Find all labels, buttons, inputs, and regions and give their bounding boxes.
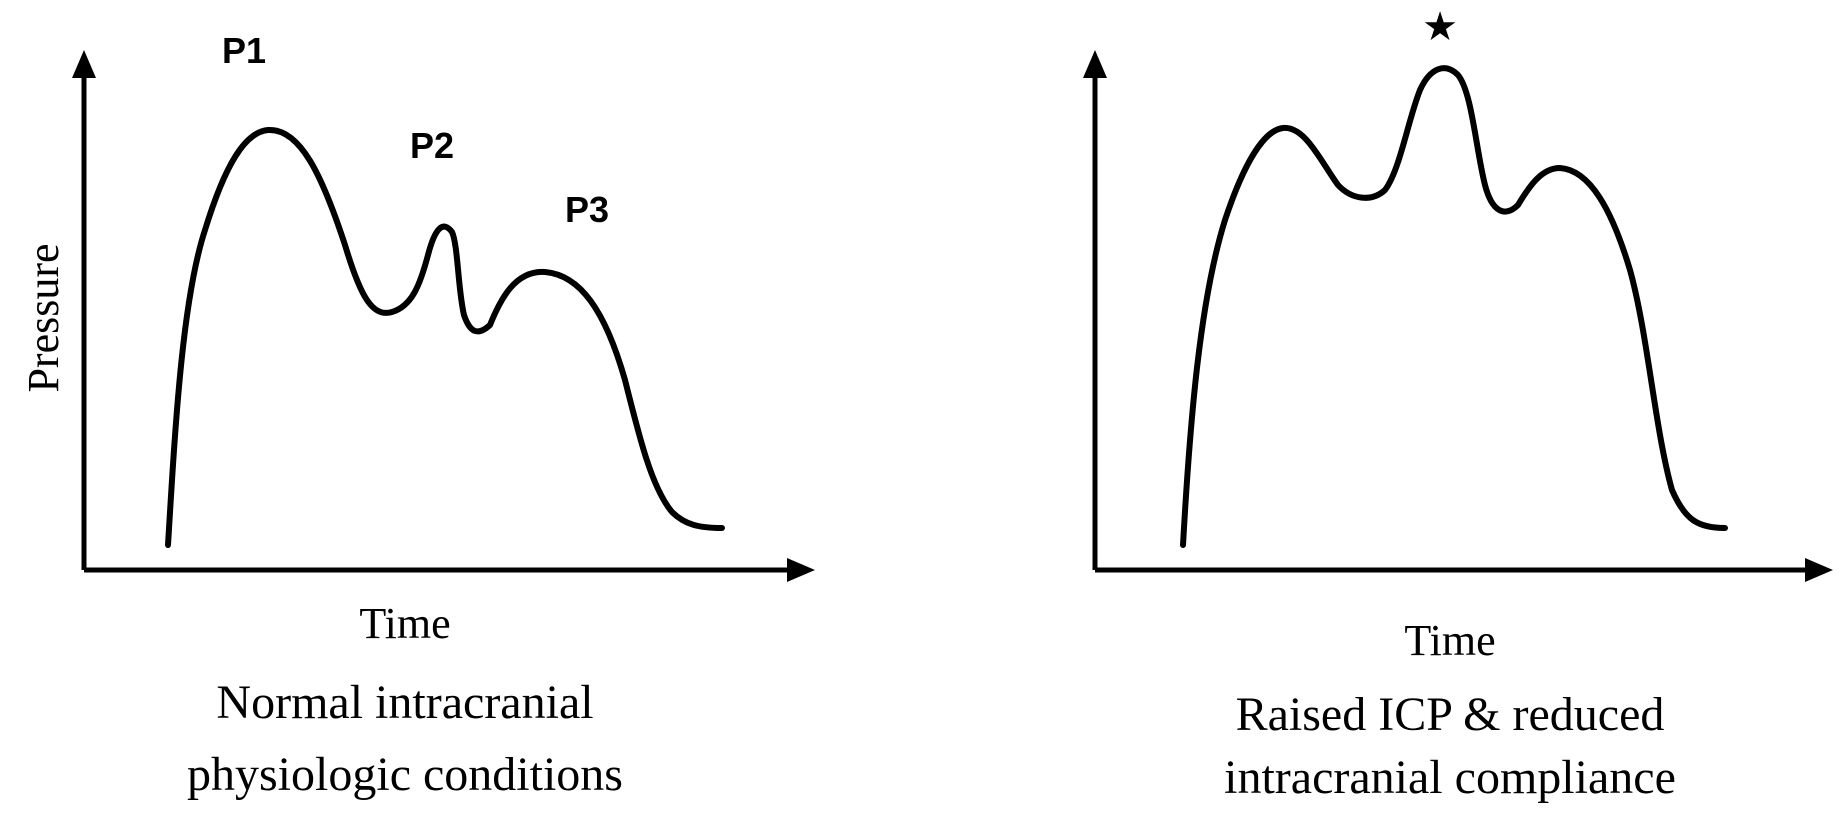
peak-label-p2: P2 [410,125,454,166]
left-y-axis-label: Pressure [19,243,68,392]
left-x-axis-arrow [787,558,815,582]
left-x-axis-label: Time [359,599,450,648]
raised-icp-waveform-panel: ★ Time Raised ICP & reduced intracranial… [1083,5,1833,804]
peak-label-p1: P1 [222,30,266,71]
right-x-axis-arrow [1805,558,1833,582]
right-x-axis-label: Time [1404,616,1495,665]
left-y-axis-arrow [72,50,96,78]
right-caption-line1: Raised ICP & reduced [1236,688,1665,741]
right-y-axis-arrow [1083,50,1107,78]
right-caption-line2: intracranial compliance [1224,751,1676,804]
raised-icp-waveform [1180,65,1728,548]
normal-waveform-panel: P1 P2 P3 Pressure Time Normal intracrani… [19,30,815,801]
left-caption-line1: Normal intracranial [216,676,593,729]
left-caption-line2: physiologic conditions [187,748,623,801]
normal-icp-waveform [165,126,725,548]
elevated-p2-marker: ★ [1422,5,1458,49]
peak-label-p3: P3 [565,189,609,230]
